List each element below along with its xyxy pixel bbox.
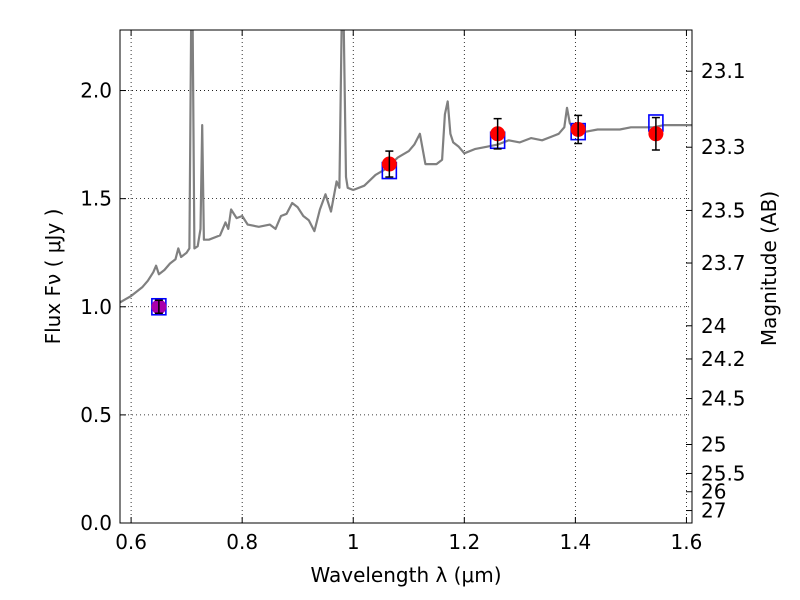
right-axis-label: Magnitude (AB) bbox=[757, 191, 781, 346]
grid-lines bbox=[120, 30, 692, 524]
x-tick-label: 1 bbox=[347, 530, 360, 554]
x-tick-label: 0.6 bbox=[115, 530, 147, 554]
right-tick-label: 25.5 bbox=[701, 461, 746, 485]
right-tick-label: 23.1 bbox=[701, 59, 746, 83]
x-tick-label: 0.8 bbox=[226, 530, 258, 554]
right-tick-label: 26 bbox=[701, 480, 726, 504]
right-tick-label: 27 bbox=[701, 499, 726, 523]
spectrum-line bbox=[120, 30, 692, 304]
model-spectrum bbox=[120, 30, 692, 304]
right-tick-label: 25 bbox=[701, 432, 726, 456]
x-tick-label: 1.6 bbox=[671, 530, 703, 554]
y-tick-label: 1.5 bbox=[80, 187, 112, 211]
x-tick-label: 1.4 bbox=[559, 530, 591, 554]
right-tick-label: 23.3 bbox=[701, 135, 746, 159]
axis-ticks: 0.6 0.8 1 1.2 1.4 1.6 0.0 0.5 1.0 1.5 2.0 23.1 23.3 2… bbox=[80, 30, 746, 554]
y-axis-label: Flux Fν ( μJy ) bbox=[41, 209, 65, 345]
photometry-markers bbox=[151, 114, 664, 316]
x-axis-label: Wavelength λ (μm) bbox=[310, 563, 501, 587]
right-tick-label: 24 bbox=[701, 314, 726, 338]
y-tick-label: 0.0 bbox=[80, 511, 112, 535]
right-tick-label: 23.7 bbox=[701, 251, 746, 275]
right-tick-label: 24.5 bbox=[701, 387, 746, 411]
y-tick-label: 0.5 bbox=[80, 403, 112, 427]
x-tick-label: 1.2 bbox=[448, 530, 480, 554]
right-tick-label: 23.5 bbox=[701, 198, 746, 222]
right-tick-label: 24.2 bbox=[701, 347, 746, 371]
y-tick-label: 2.0 bbox=[80, 79, 112, 103]
y-tick-label: 1.0 bbox=[80, 295, 112, 319]
plot-frame bbox=[119, 29, 693, 524]
